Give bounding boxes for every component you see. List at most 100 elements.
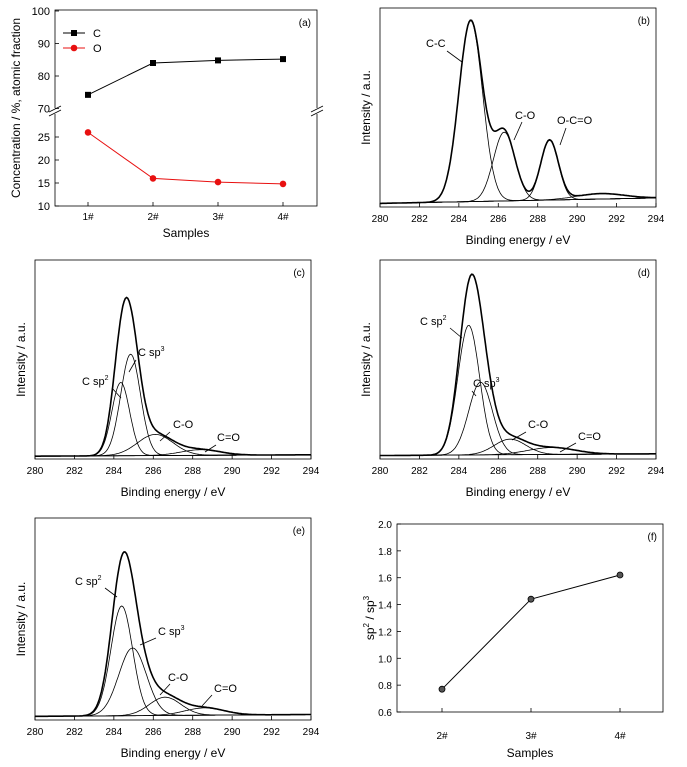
x-tick-label: 288 [529, 466, 546, 477]
series-C-line [87, 58, 284, 96]
axis-break-mark [48, 109, 62, 117]
y-tick-label: 1.2 [378, 627, 392, 638]
y-tick-label: 90 [38, 39, 50, 51]
x-tick-label: 4# [614, 731, 626, 742]
y-axis-label: Intensity / a.u. [359, 70, 373, 145]
y-tick-label: 0.6 [378, 708, 392, 719]
x-tick-label: 286 [145, 466, 162, 477]
y-tick-label: 10 [38, 201, 50, 213]
y-axis-label-part: / sp [363, 600, 377, 623]
x-tick-label: 294 [303, 727, 320, 738]
plot-frame [379, 259, 657, 460]
peak-label-leader [513, 121, 523, 141]
peak-label-superscript: 2 [105, 375, 109, 382]
x-tick-label: 1# [82, 212, 94, 223]
x-tick-label: 290 [224, 727, 241, 738]
baseline [34, 714, 312, 717]
data-point-C [215, 57, 221, 64]
axis-break-gap-right [311, 108, 323, 114]
peak-label-leader [204, 444, 217, 453]
peak-label: C=O [214, 683, 237, 695]
peak-label-leader [104, 587, 118, 598]
x-tick-label: 290 [224, 466, 241, 477]
data-point [616, 571, 624, 579]
peak-label-leader [111, 387, 122, 399]
x-tick-label: 288 [184, 466, 201, 477]
x-tick-label: 280 [27, 727, 44, 738]
x-tick-label: 284 [106, 466, 123, 477]
peak-label-leader [139, 637, 157, 646]
x-axis-label: Samples [507, 746, 554, 760]
x-tick-label: 294 [648, 466, 665, 477]
y-tick-label: 2.0 [378, 520, 392, 531]
plot-frame [34, 517, 312, 721]
baseline [379, 453, 657, 456]
y-axis-label-part: sp [363, 627, 377, 640]
legend-label: O [93, 43, 102, 55]
data-point-C [280, 56, 286, 63]
legend-label: C [93, 28, 101, 40]
axis-break-mark [310, 109, 324, 117]
axis-break-gap-left [49, 108, 61, 114]
peak-label: C sp3 [138, 346, 165, 359]
x-tick-label: 2# [436, 731, 448, 742]
peak-label: C=O [217, 432, 240, 444]
peak-label: C-O [515, 110, 536, 122]
data-point-C [150, 60, 156, 66]
peak-label: C sp2 [82, 375, 109, 388]
y-tick-label: 25 [38, 132, 50, 144]
peak-label-superscript: 3 [161, 346, 165, 353]
x-axis-label: Binding energy / eV [121, 746, 226, 760]
peak-component-2 [35, 433, 311, 457]
peak-label-leader [159, 683, 171, 696]
ratio-line [441, 574, 621, 690]
panel-label: (a) [299, 18, 311, 29]
peak-label-leader [449, 327, 463, 339]
panel-label: (b) [638, 16, 650, 27]
envelope-curve [35, 296, 311, 458]
axis-break-mark [48, 105, 62, 113]
x-tick-label: 288 [529, 214, 546, 225]
plot-frame [396, 523, 664, 713]
panel-c: 280 282 284 286 288 290 292 294 Binding energy /… [14, 259, 320, 499]
panel-d: 280 282 284 286 288 290 292 294 Binding energy /… [359, 259, 665, 499]
x-tick-label: 282 [66, 466, 83, 477]
x-tick-label: 284 [106, 727, 123, 738]
peak-component-0 [35, 605, 311, 717]
x-tick-label: 290 [569, 466, 586, 477]
y-tick-label: 1.8 [378, 547, 392, 558]
peak-label-superscript: 2 [443, 315, 447, 322]
data-point-O [214, 178, 222, 186]
x-tick-label: 282 [411, 214, 428, 225]
peak-label-superscript: 3 [496, 377, 500, 384]
peak-label-leader [159, 431, 171, 442]
y-axis-label: Intensity / a.u. [14, 322, 28, 397]
y-tick-label: 20 [38, 155, 50, 167]
baseline [34, 454, 312, 457]
data-point [438, 685, 446, 693]
peak-label-leader [559, 127, 567, 146]
y-tick-label: 70 [38, 104, 50, 116]
x-tick-label: 286 [490, 466, 507, 477]
x-tick-label: 3# [212, 212, 224, 223]
x-axis-label: Samples [163, 226, 210, 240]
peak-label-leader [511, 431, 527, 441]
x-tick-label: 282 [411, 466, 428, 477]
x-tick-label: 280 [372, 466, 389, 477]
data-point-C [85, 91, 91, 98]
peak-component-1 [380, 381, 656, 456]
y-axis-label: Intensity / a.u. [359, 322, 373, 397]
peak-label: C-O [168, 672, 189, 684]
peak-label-superscript: 3 [181, 625, 185, 632]
y-axis-label: sp2 / sp3 [362, 595, 377, 640]
y-tick-label: 100 [32, 6, 50, 18]
x-tick-label: 282 [66, 727, 83, 738]
peak-label: C sp3 [473, 377, 500, 390]
y-tick-label: 80 [38, 71, 50, 83]
plot-frame [34, 259, 312, 460]
x-tick-label: 284 [451, 466, 468, 477]
x-tick-label: 2# [147, 212, 159, 223]
y-tick-label: 15 [38, 178, 50, 190]
peak-label-superscript: 2 [98, 575, 102, 582]
